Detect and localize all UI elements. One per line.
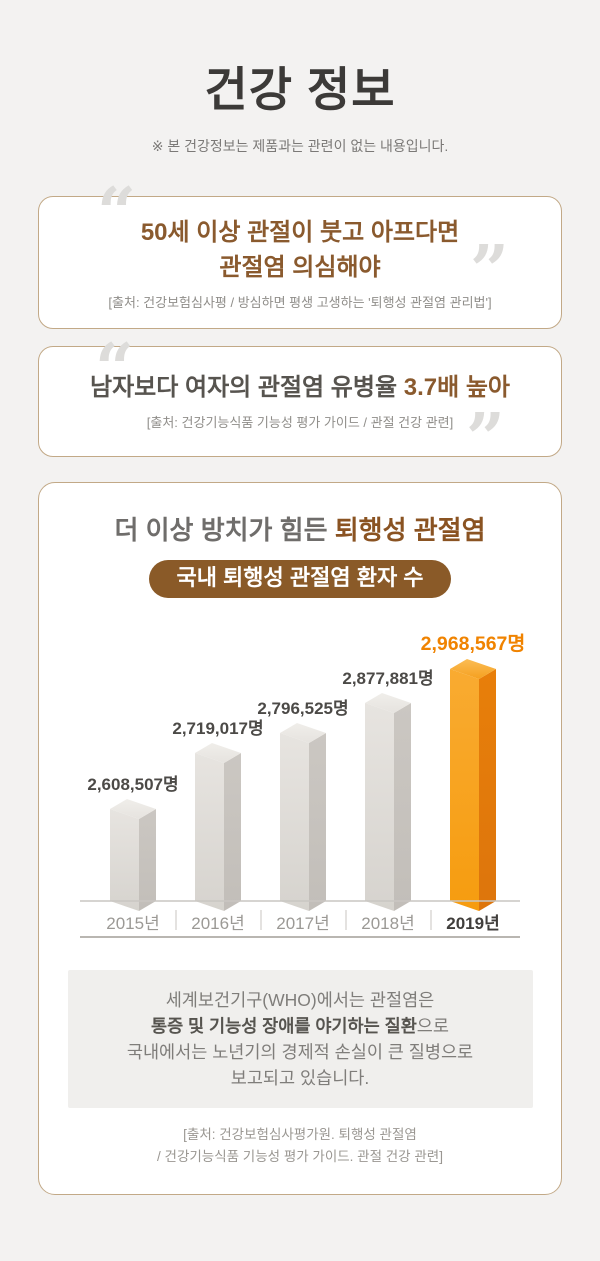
- quote-heading: 50세 이상 관절이 붓고 아프다면 관절염 의심해야: [39, 197, 561, 285]
- chart-title-badge: 국내 퇴행성 관절염 환자 수: [149, 560, 451, 598]
- who-info-box: 세계보건기구(WHO)에서는 관절염은 통증 및 기능성 장애를 야기하는 질환…: [67, 970, 533, 1108]
- card-source: [출처: 건강보험심사평가원. 퇴행성 관절염 / 건강기능식품 기능성 평가 …: [39, 1124, 561, 1168]
- card-source-line1: [출처: 건강보험심사평가원. 퇴행성 관절염: [183, 1127, 417, 1142]
- chart-area: 2,608,507명 2,719,017명 2,796,525명 2,877,881명…: [39, 618, 561, 948]
- card-title: 더 이상 방치가 힘든 퇴행성 관절염: [39, 514, 561, 547]
- card-title-prefix: 더 이상 방치가 힘든: [114, 515, 335, 545]
- x-axis-label: 2018년: [361, 914, 414, 933]
- quote-heading: 남자보다 여자의 관절염 유병율 3.7배 높아: [39, 347, 561, 403]
- bar-2018년: [365, 693, 411, 911]
- bar-2017년: [280, 723, 326, 911]
- degenerative-arthritis-card: 더 이상 방치가 힘든 퇴행성 관절염 국내 퇴행성 관절염 환자 수 2,60…: [38, 482, 562, 1195]
- info-line1: 세계보건기구(WHO)에서는 관절염은: [165, 990, 435, 1010]
- card-title-highlight: 퇴행성 관절염: [334, 515, 486, 545]
- bar-value-label: 2,796,525명: [257, 699, 348, 718]
- quote-source: [출처: 건강보험심사평 / 방심하면 평생 고생하는 '퇴행성 관절염 관리법…: [108, 295, 492, 310]
- quote-heading-highlight: 3.7배 높아: [403, 374, 510, 401]
- quote-card-prevalence: “ 남자보다 여자의 관절염 유병율 3.7배 높아 ” [출처: 건강기능식품…: [38, 335, 562, 473]
- bar-2015년: [110, 799, 156, 911]
- info-line3: 국내에서는 노년기의 경제적 손실이 큰 질병으로: [126, 1042, 474, 1062]
- quote-heading-line1: 50세 이상 관절이 붓고 아프다면: [140, 219, 460, 246]
- page-title: 건강 정보: [204, 63, 396, 116]
- info-line2-bold: 통증 및 기능성 장애를 야기하는 질환: [150, 1016, 417, 1036]
- bar-2016년: [195, 743, 241, 911]
- info-line2-rest: 으로: [416, 1016, 449, 1036]
- x-axis-label: 2017년: [276, 914, 329, 933]
- bar-value-label: 2,608,507명: [87, 775, 178, 794]
- x-axis-label: 2019년: [446, 914, 499, 933]
- x-axis-label: 2015년: [106, 914, 159, 933]
- quote-heading-prefix: 남자보다 여자의 관절염 유병율: [90, 374, 404, 401]
- x-axis-label: 2016년: [191, 914, 244, 933]
- bar-value-label: 2,877,881명: [342, 669, 433, 688]
- card-source-line2: / 건강기능식품 기능성 평가 가이드. 관절 건강 관련]: [157, 1149, 443, 1164]
- info-line4: 보고되고 있습니다.: [230, 1068, 370, 1088]
- bar-value-label: 2,719,017명: [172, 719, 263, 738]
- bar-2019년: [450, 659, 496, 911]
- info-line2: 통증 및 기능성 장애를 야기하는 질환으로: [76, 1013, 525, 1039]
- quote-source: [출처: 건강기능식품 기능성 평가 가이드 / 관절 건강 관련]: [146, 415, 454, 430]
- bar-value-label: 2,968,567명: [421, 633, 526, 655]
- quote-heading-line2: 관절염 의심해야: [219, 254, 381, 281]
- disclaimer-text: ※ 본 건강정보는 제품과는 관련이 없는 내용입니다.: [151, 138, 449, 154]
- quote-card-arthritis-symptoms: “ 50세 이상 관절이 붓고 아프다면 관절염 의심해야 ” [출처: 건강보…: [38, 179, 562, 329]
